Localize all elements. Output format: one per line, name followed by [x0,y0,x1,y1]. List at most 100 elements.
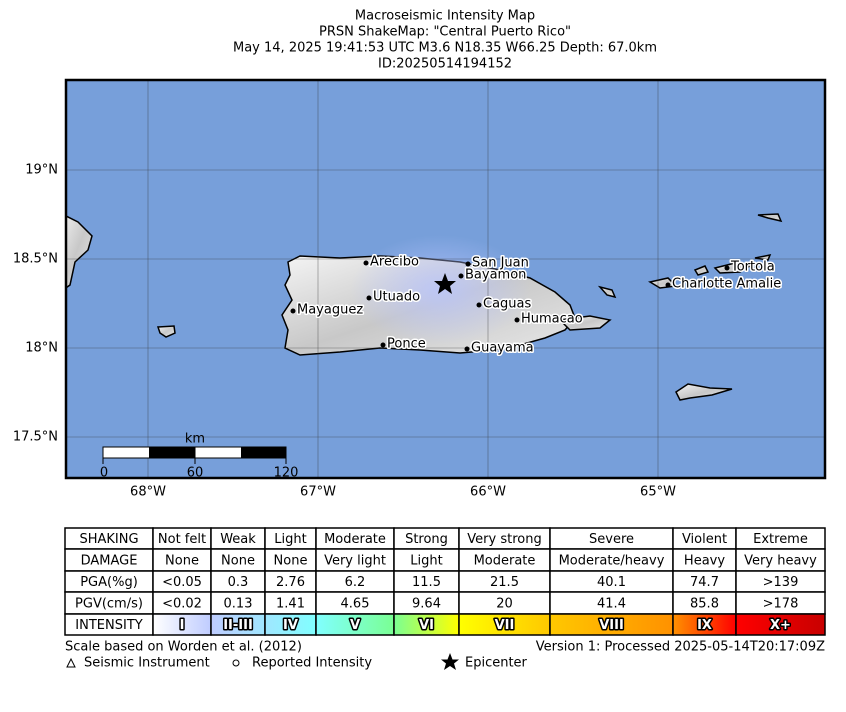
lat-label: 17.5°N [13,430,58,445]
table-text: 40.1 [597,575,626,590]
table-text: PGA(%g) [80,575,138,590]
scale-note: Scale based on Worden et al. (2012) [65,640,302,655]
table-text: Moderate [474,554,536,569]
lat-label: 18°N [25,341,58,356]
intensity-label: IV [283,618,298,633]
intensity-label: IX [697,618,712,633]
tortola [713,262,753,274]
table-text: 11.5 [412,575,441,590]
table-text: 74.7 [690,575,719,590]
table-text: None [165,554,199,569]
table-text: Moderate [324,532,386,547]
city-label: Charlotte Amalie [672,277,781,292]
city-label: Arecibo [370,255,419,270]
intensity-label: VI [419,618,434,633]
table-text: 0.13 [224,597,253,612]
table-text: 6.2 [345,575,366,590]
graticule [66,80,825,478]
city-label: Mayaguez [297,303,363,318]
intensity-label: VII [495,618,515,633]
city-dot [464,346,470,352]
table-text: 0.3 [228,575,249,590]
city-label: Caguas [483,297,532,312]
legend-label: Epicenter [465,656,528,671]
city-dot [665,282,671,288]
intensity-label: V [350,618,360,633]
intensity-label: II-III [223,618,253,633]
table-text: Very strong [467,532,541,547]
lon-label: 66°W [470,485,506,500]
table-text: PGV(cm/s) [75,597,143,612]
table-text: Weak [220,532,256,547]
city-dot [458,273,464,279]
city-label: Humacao [521,312,583,327]
anegada [757,213,783,223]
lon-label: 65°W [640,485,676,500]
city-dot [514,317,520,323]
table-text: 21.5 [490,575,519,590]
lon-label: 67°W [300,485,336,500]
table-text: Not felt [158,532,206,547]
intensity-label: X+ [770,618,791,633]
table-text: 1.41 [276,597,305,612]
legend-label: Seismic Instrument [84,656,210,671]
lat-label: 19°N [25,163,58,178]
scale-label: 0 [100,466,108,481]
epicenter [434,273,456,294]
table-text: <0.05 [162,575,202,590]
table-text: 4.65 [341,597,370,612]
intensity-table: SHAKING Not felt Weak Light Moderate Strong Ve… [64,527,826,636]
event-info: May 14, 2025 19:41:53 UTC M3.6 N18.35 W6… [233,41,657,56]
lon-label: 68°W [130,485,166,500]
title: Macroseismic Intensity Map [355,9,535,24]
table-text: 20 [496,597,513,612]
city-dot [476,302,482,308]
table-text: None [221,554,255,569]
city-label: Bayamon [465,268,526,283]
table-text: Severe [589,532,634,547]
table-text: Light [410,554,442,569]
vieques [558,315,612,331]
table-text: DAMAGE [81,554,138,569]
culebra [597,285,617,299]
reported-symbol [232,659,240,667]
table-cell [735,613,826,636]
intensity-label: I [180,618,185,633]
lat-label: 18.5°N [13,252,58,267]
scale-bar [102,446,287,464]
table-text: >139 [763,575,799,590]
hispaniola [66,215,93,289]
city-label: Tortola [730,260,775,275]
city-dot [363,260,369,266]
scale-unit: km [185,432,205,447]
city-label: San Juan [472,256,529,271]
epicenter-symbol [441,653,459,670]
scale-label: 120 [274,466,299,481]
subtitle: PRSN ShakeMap: "Central Puerto Rico" [319,25,571,40]
city-dot [724,265,730,271]
table-text: Moderate/heavy [559,554,665,569]
scale-label: 60 [187,466,204,481]
table-text: None [274,554,308,569]
table-text: Very light [324,554,386,569]
city-label: Ponce [387,337,426,352]
city-label: Utuado [373,290,420,305]
instrument-symbol [66,657,76,668]
mona-island [156,325,176,338]
table-text: Strong [405,532,448,547]
version: Version 1: Processed 2025-05-14T20:17:09… [536,640,825,655]
intensity-label: VIII [599,618,624,633]
legend-label: Reported Intensity [252,656,372,671]
st-croix [675,383,733,401]
city-dot [465,261,471,267]
city-dot [290,308,296,314]
table-text: Violent [682,532,727,547]
table-text: 41.4 [597,597,626,612]
table-text: 9.64 [412,597,441,612]
table-text: Heavy [684,554,725,569]
table-text: Light [274,532,306,547]
table-text: <0.02 [162,597,202,612]
